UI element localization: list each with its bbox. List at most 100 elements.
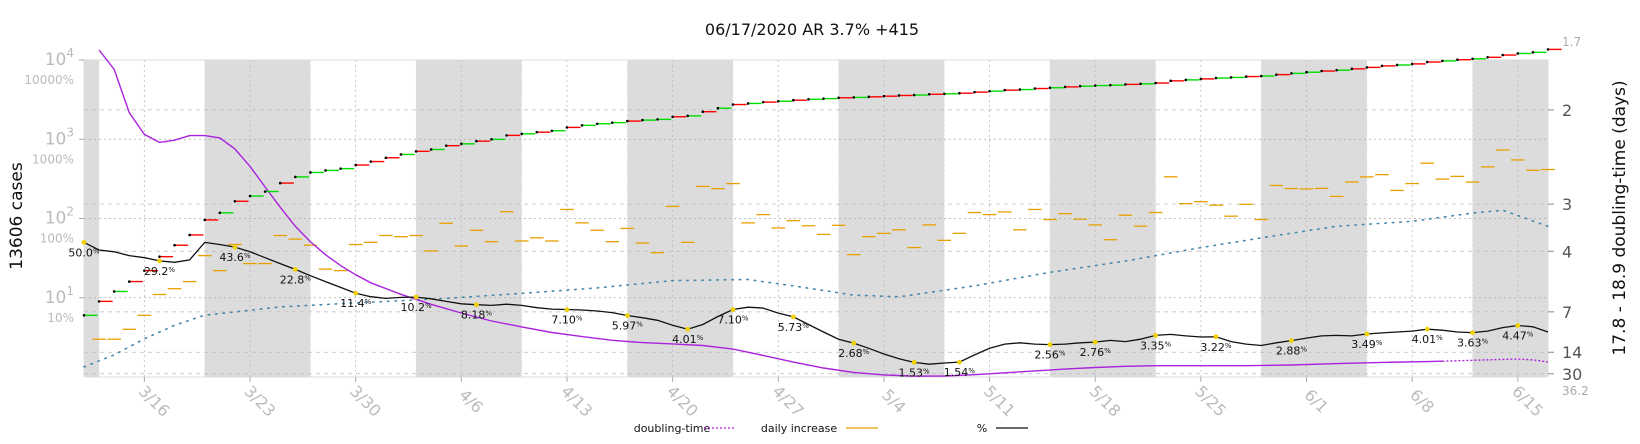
case-dot [807, 98, 810, 101]
case-dot [550, 129, 554, 133]
case-dot [1184, 78, 1188, 82]
case-dot [1531, 51, 1535, 54]
case-dot [1003, 88, 1006, 92]
percent-marker [474, 302, 479, 308]
y-left-tick-label: 102 [45, 205, 74, 229]
case-dot [822, 97, 825, 100]
y-right-tick-label: 14 [1562, 343, 1582, 362]
case-dot [852, 96, 856, 99]
case-dot [1320, 69, 1323, 73]
percent-label: 5.97% [612, 320, 644, 333]
y-left-pct-label: 100% [40, 232, 74, 246]
percent-label: 3.22% [1200, 341, 1232, 354]
case-dot [610, 121, 614, 124]
y-left-pct-label: 10000% [24, 73, 74, 87]
y-right-tick-label: 7 [1562, 303, 1572, 322]
percent-label: 22.8% [280, 273, 312, 286]
case-dot [671, 115, 674, 119]
case-dot [399, 153, 403, 156]
case-dot [701, 110, 705, 113]
y-left-tick-label: 101 [45, 284, 74, 308]
case-dot [1154, 81, 1157, 85]
case-dot [293, 175, 297, 179]
doubling-time-series [98, 49, 1549, 377]
case-dot [1305, 70, 1308, 74]
case-dot [731, 103, 735, 106]
y-axis-right-title: 17.8 - 18.9 doubling-time (days) [1610, 80, 1630, 355]
case-dot [1486, 56, 1489, 59]
case-dot [565, 126, 569, 129]
y-right-bottom-label: 36.2 [1562, 384, 1589, 398]
doubling-trend-series [83, 209, 1549, 368]
case-dot [444, 144, 448, 147]
case-dot [1078, 84, 1082, 88]
case-dot [958, 91, 961, 95]
gridlines [84, 59, 1548, 377]
percent-label: 7.10% [717, 314, 749, 327]
percent-marker [1470, 330, 1475, 336]
percent-label: 3.35% [1140, 339, 1172, 352]
percent-label: 1.53% [899, 366, 931, 379]
case-dot [912, 93, 916, 97]
case-dot [143, 269, 146, 272]
case-dot [1139, 82, 1142, 86]
case-dot [429, 148, 433, 151]
percent-marker [1153, 332, 1158, 338]
case-dot [414, 150, 418, 153]
percent-marker [624, 313, 630, 318]
case-dot [867, 95, 871, 99]
y-axis-left: 101 102 103 104 10% 100% 1000% 10000% [24, 46, 84, 325]
case-dot [460, 142, 463, 146]
shade-band-1 [204, 60, 311, 377]
doubling-trend-line [83, 209, 1549, 368]
case-dot [1229, 76, 1233, 79]
case-dot [505, 134, 508, 137]
case-dot [1365, 66, 1369, 69]
percent-marker [81, 239, 87, 245]
case-dot [686, 114, 690, 118]
percent-label: 4.01% [1412, 333, 1444, 346]
case-dot [188, 233, 191, 237]
case-dot [278, 181, 282, 185]
case-dot [97, 300, 101, 303]
y-left-tick-label: 104 [45, 46, 74, 70]
case-dot [112, 290, 116, 293]
doubling-time-line [98, 49, 1443, 377]
y-right-tick-label: 30 [1562, 365, 1582, 384]
percent-line [83, 241, 1549, 365]
percent-marker [353, 290, 359, 296]
y-left-pct-label: 1000% [32, 152, 74, 166]
case-dot [520, 132, 523, 136]
percent-marker [157, 258, 162, 264]
percent-label: 4.47% [1502, 329, 1534, 342]
percent-label: 7.10% [551, 314, 583, 327]
percent-label: 43.6% [219, 251, 251, 264]
case-dot [1048, 86, 1052, 90]
case-dot [339, 167, 342, 170]
case-dot [1380, 64, 1384, 68]
percent-marker [685, 326, 691, 332]
case-dot [1546, 48, 1550, 51]
percent-labels: 50.0% 29.2% 43.6% 22.8% 11.4% 10.2% 8.18% 7.10%… [68, 239, 1534, 379]
chart-title: 06/17/2020 AR 3.7% +415 [705, 20, 919, 39]
percent-label: 1.54% [944, 366, 976, 379]
shade-band-5 [1049, 60, 1156, 377]
percent-label: 2.68% [838, 347, 870, 360]
case-dot [927, 92, 931, 96]
percent-label: 50.0% [68, 246, 100, 259]
case-dot [1441, 59, 1444, 63]
percent-marker [1047, 342, 1053, 348]
percent-marker [232, 244, 238, 250]
case-dot [1516, 52, 1520, 55]
shade-band-0 [84, 60, 100, 377]
case-dot [761, 100, 765, 104]
daily-increase-series [92, 149, 1555, 340]
percent-marker [1289, 338, 1294, 343]
y-right-tick-label: 3 [1562, 195, 1572, 214]
case-dot [1033, 87, 1037, 90]
case-dot [1501, 53, 1505, 57]
case-dot [1335, 68, 1339, 72]
legend-label-doubling-time: doubling-time [634, 422, 711, 435]
case-dot [82, 314, 86, 317]
